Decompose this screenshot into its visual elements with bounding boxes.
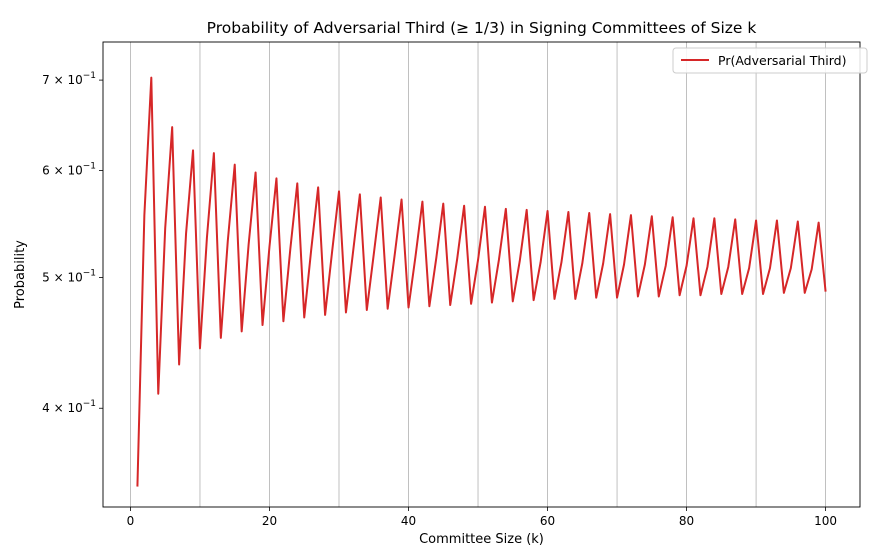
- y-axis: 4 × 10−1 5 × 10−1 6 × 10−1 7 × 10−1: [42, 71, 103, 415]
- chart-title: Probability of Adversarial Third (≥ 1/3)…: [207, 19, 757, 37]
- x-axis-label: Committee Size (k): [419, 532, 544, 545]
- y-tick-label: 7 × 10−1: [42, 71, 96, 87]
- x-tick-label: 100: [814, 514, 837, 528]
- x-tick-label: 60: [540, 514, 555, 528]
- y-tick-label: 5 × 10−1: [42, 268, 96, 284]
- grid-lines: [130, 42, 826, 507]
- x-axis: 0 20 40 60 80 100: [127, 507, 837, 528]
- plot-frame: [102, 41, 861, 508]
- legend-entry-label: Pr(Adversarial Third): [718, 53, 846, 68]
- y-axis-label: Probability: [13, 240, 28, 309]
- y-tick-label: 4 × 10−1: [42, 399, 96, 415]
- series-line: [136, 76, 827, 487]
- legend: Pr(Adversarial Third): [672, 47, 868, 74]
- y-tick-label: 6 × 10−1: [42, 161, 96, 177]
- series-layer: [136, 76, 827, 487]
- x-tick-label: 20: [262, 514, 277, 528]
- x-tick-label: 0: [127, 514, 135, 528]
- x-tick-label: 80: [679, 514, 694, 528]
- legend-box: [672, 47, 868, 74]
- x-tick-label: 40: [401, 514, 416, 528]
